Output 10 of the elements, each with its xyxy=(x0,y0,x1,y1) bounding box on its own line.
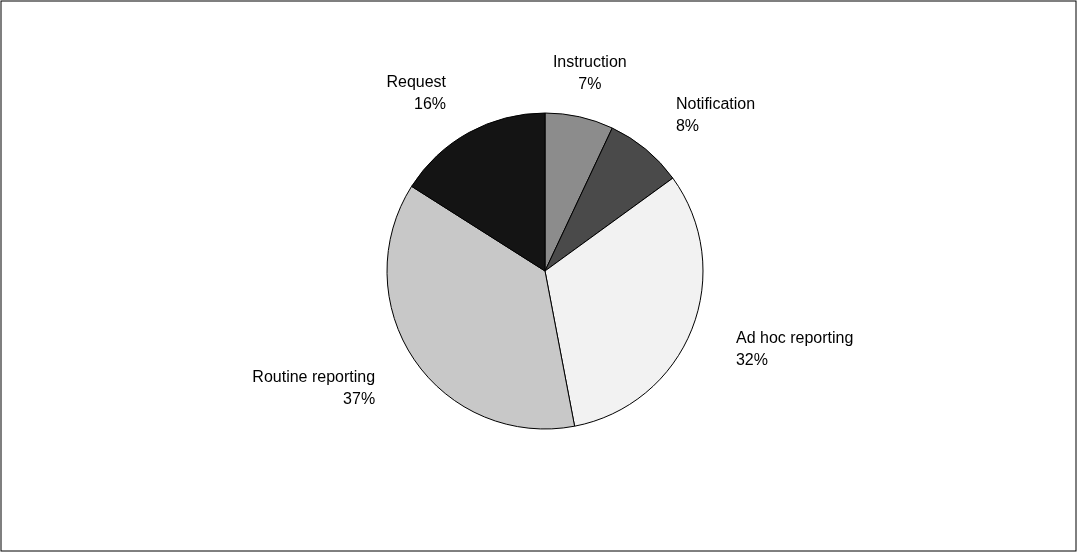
data-label: 32% xyxy=(735,350,769,368)
slice-label: Instruction xyxy=(552,52,627,70)
data-label: 8% xyxy=(675,116,700,134)
data-label: 7% xyxy=(578,74,602,92)
slice-label: Ad hoc reporting xyxy=(735,328,854,346)
data-label: 16% xyxy=(414,95,447,113)
data-label: 37% xyxy=(343,390,376,408)
slice-label: Routine reporting xyxy=(252,368,376,386)
slice-label: Request xyxy=(386,73,447,91)
slice-label: Notification xyxy=(675,94,756,112)
